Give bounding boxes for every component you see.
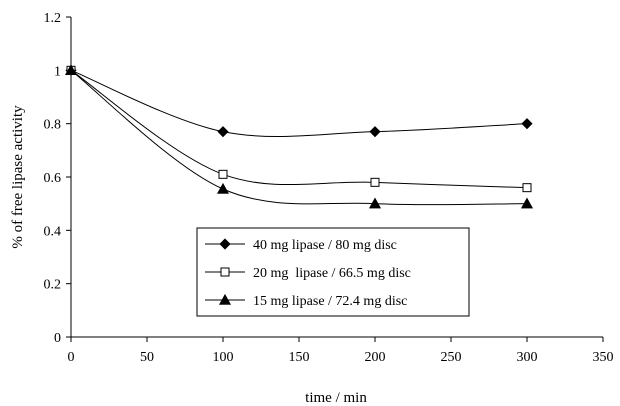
x-tick-label-3: 150 bbox=[289, 350, 310, 365]
legend-marker-0 bbox=[219, 238, 231, 250]
series-2-point-1 bbox=[216, 182, 230, 194]
series-0-line bbox=[70, 69, 528, 137]
x-tick-label-2: 100 bbox=[213, 350, 234, 365]
series-2-point-3 bbox=[520, 197, 534, 209]
y-tick-label-3: 0.6 bbox=[44, 171, 62, 186]
legend-marker-1 bbox=[220, 267, 230, 277]
legend-label-2: 15 mg lipase / 72.4 mg disc bbox=[253, 294, 407, 309]
y-tick-label-4: 0.8 bbox=[44, 118, 62, 133]
series-0 bbox=[65, 64, 533, 138]
x-tick-label-7: 350 bbox=[593, 350, 614, 365]
series-2-point-2 bbox=[368, 197, 382, 209]
x-tick-label-4: 200 bbox=[365, 350, 386, 365]
series-1-point-1 bbox=[218, 169, 228, 179]
y-tick-label-2: 0.4 bbox=[44, 224, 62, 239]
y-tick-label-1: 0.2 bbox=[44, 278, 62, 293]
x-axis-ticks: 0 50 100 150 200 250 300 350 bbox=[68, 337, 614, 365]
x-tick-label-1: 50 bbox=[140, 350, 154, 365]
x-tick-label-0: 0 bbox=[68, 350, 75, 365]
y-tick-label-5: 1 bbox=[54, 64, 61, 79]
series-2-line bbox=[70, 69, 528, 206]
y-axis-ticks: 0 0.2 0.4 0.6 0.8 1 1.2 bbox=[44, 11, 71, 346]
series-0-point-1 bbox=[217, 126, 229, 138]
series-1-point-2 bbox=[370, 177, 380, 187]
x-tick-label-6: 300 bbox=[517, 350, 538, 365]
x-tick-label-5: 250 bbox=[441, 350, 462, 365]
legend: 40 mg lipase / 80 mg disc 20 mg lipase / … bbox=[196, 227, 470, 317]
legend-label-0: 40 mg lipase / 80 mg disc bbox=[253, 238, 397, 253]
series-2-point-0 bbox=[64, 64, 78, 76]
series-layer bbox=[64, 64, 534, 209]
y-tick-label-0: 0 bbox=[54, 331, 61, 346]
series-1 bbox=[66, 65, 532, 193]
series-1-line bbox=[70, 69, 528, 189]
y-axis-title: % of free lipase activity bbox=[10, 105, 26, 249]
series-0-point-3 bbox=[521, 118, 533, 130]
series-2 bbox=[64, 64, 534, 209]
series-0-point-2 bbox=[369, 126, 381, 138]
legend-marker-2 bbox=[218, 293, 232, 305]
x-axis-title: time / min bbox=[305, 390, 367, 406]
y-tick-label-6: 1.2 bbox=[44, 11, 62, 26]
legend-label-1: 20 mg lipase / 66.5 mg disc bbox=[253, 266, 411, 281]
series-1-point-3 bbox=[522, 183, 532, 193]
